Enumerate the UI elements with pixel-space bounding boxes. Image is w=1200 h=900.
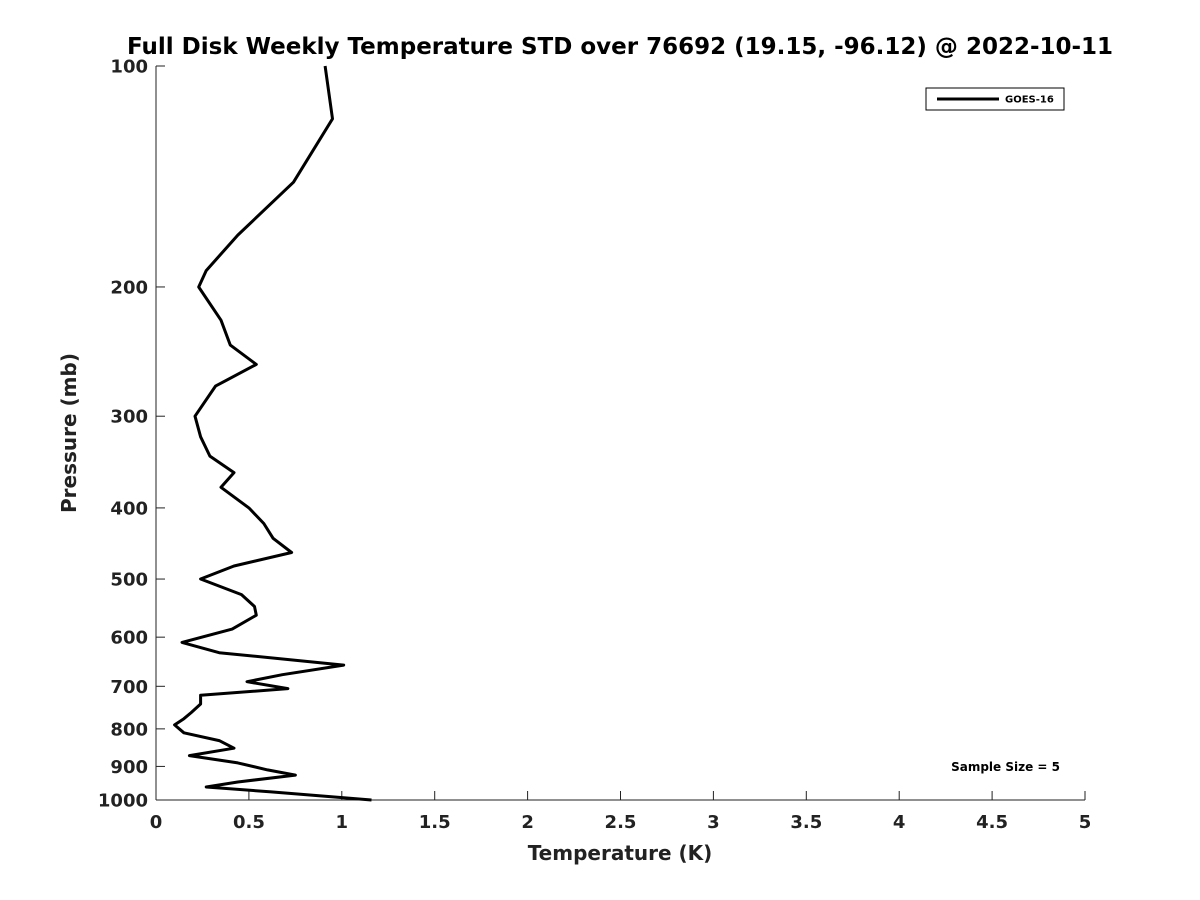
x-tick-label: 1 bbox=[336, 812, 349, 833]
y-tick-label: 200 bbox=[110, 277, 148, 298]
sample-size-annotation: Sample Size = 5 bbox=[951, 760, 1060, 774]
y-ticks: 100 200 300 400 500 600 700 800 900 1000 bbox=[98, 57, 165, 812]
x-ticks: 0 0.5 1 1.5 2 2.5 3 3.5 4 4.5 5 bbox=[150, 791, 1092, 833]
plot-area bbox=[155, 66, 1085, 801]
y-tick-label: 500 bbox=[110, 570, 148, 591]
y-tick-label: 700 bbox=[110, 677, 148, 698]
legend-label-goes-16: GOES-16 bbox=[1005, 95, 1054, 106]
x-tick-label: 4 bbox=[893, 812, 906, 833]
x-tick-label: 5 bbox=[1079, 812, 1092, 833]
x-tick-label: 0 bbox=[150, 812, 163, 833]
legend: GOES-16 bbox=[925, 87, 1065, 111]
x-tick-label: 1.5 bbox=[419, 812, 451, 833]
series-line-goes-16 bbox=[173, 65, 372, 802]
x-tick-label: 2.5 bbox=[605, 812, 637, 833]
y-axis-label: Pressure (mb) bbox=[57, 353, 81, 513]
y-tick-label: 600 bbox=[110, 628, 148, 649]
y-tick-label: 400 bbox=[110, 498, 148, 519]
x-tick-label: 3 bbox=[707, 812, 720, 833]
series-layer bbox=[173, 65, 372, 802]
chart-title: Full Disk Weekly Temperature STD over 76… bbox=[127, 34, 1113, 60]
y-tick-label: 300 bbox=[110, 407, 148, 428]
x-tick-label: 0.5 bbox=[233, 812, 265, 833]
x-axis-label: Temperature (K) bbox=[528, 841, 713, 865]
y-tick-label: 100 bbox=[110, 57, 148, 78]
y-tick-label: 900 bbox=[110, 757, 148, 778]
y-tick-label: 800 bbox=[110, 719, 148, 740]
x-tick-label: 2 bbox=[521, 812, 534, 833]
x-tick-label: 4.5 bbox=[976, 812, 1008, 833]
x-tick-label: 3.5 bbox=[790, 812, 822, 833]
y-tick-label: 1000 bbox=[98, 791, 148, 812]
